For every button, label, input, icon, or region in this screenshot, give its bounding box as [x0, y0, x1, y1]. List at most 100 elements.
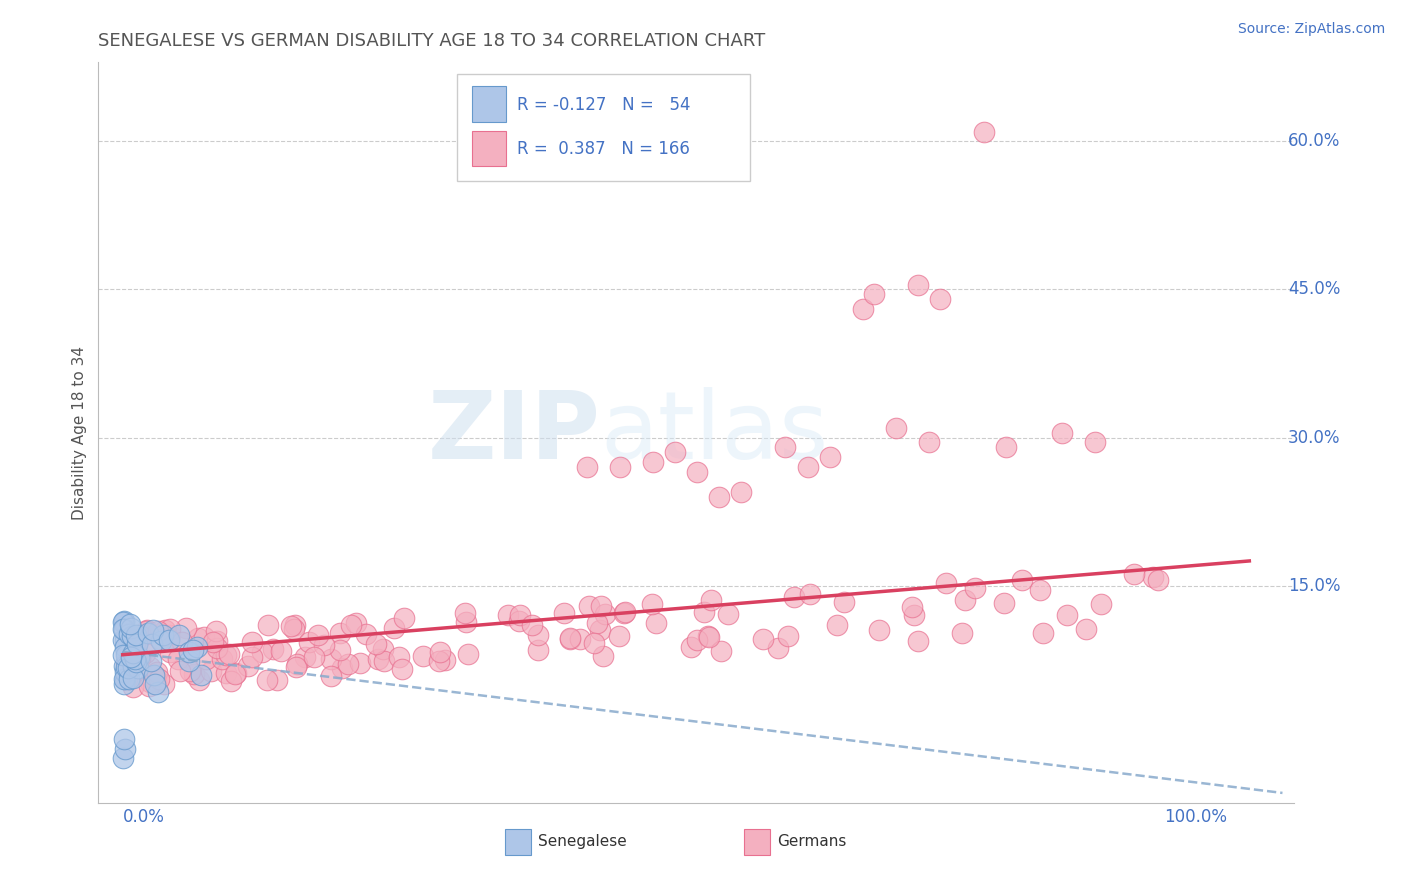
Text: SENEGALESE VS GERMAN DISABILITY AGE 18 TO 34 CORRELATION CHART: SENEGALESE VS GERMAN DISABILITY AGE 18 T… — [98, 32, 766, 50]
Point — [995, 441, 1018, 455]
Point — [339, 618, 361, 632]
Y-axis label: Disability Age 18 to 34: Disability Age 18 to 34 — [72, 345, 87, 520]
Point — [434, 653, 457, 667]
Point — [568, 632, 591, 646]
Point — [148, 624, 170, 638]
Point — [641, 455, 664, 469]
Point — [159, 623, 181, 637]
FancyBboxPatch shape — [472, 87, 506, 121]
Point — [186, 640, 208, 654]
Point — [900, 599, 922, 614]
Point — [143, 673, 166, 688]
Point — [124, 636, 146, 650]
Point — [818, 450, 841, 465]
Point — [950, 625, 973, 640]
Point — [583, 636, 606, 650]
Point — [256, 673, 278, 687]
Point — [392, 611, 415, 625]
Point — [121, 680, 143, 694]
Point — [686, 633, 709, 648]
Point — [114, 665, 136, 679]
Point — [204, 624, 226, 639]
Point — [388, 650, 411, 665]
Point — [1050, 425, 1073, 440]
Point — [159, 628, 181, 642]
Point — [121, 632, 143, 647]
Point — [730, 484, 752, 499]
Point — [1076, 622, 1098, 636]
Point — [776, 629, 799, 643]
Point — [284, 660, 307, 674]
Text: atlas: atlas — [600, 386, 828, 479]
Point — [307, 628, 329, 642]
Point — [280, 618, 302, 632]
Point — [1011, 573, 1033, 587]
Point — [696, 629, 718, 643]
Point — [139, 674, 162, 689]
Point — [143, 668, 166, 682]
Point — [1056, 607, 1078, 622]
Point — [918, 435, 941, 450]
Point — [202, 635, 225, 649]
Point — [112, 672, 135, 686]
Point — [609, 629, 631, 643]
Point — [240, 634, 263, 648]
Point — [321, 651, 343, 665]
Point — [138, 625, 160, 640]
Point — [112, 614, 135, 628]
Point — [796, 460, 818, 475]
Point — [250, 645, 273, 659]
Point — [134, 646, 156, 660]
Point — [752, 632, 775, 646]
Point — [1084, 435, 1107, 450]
Point — [382, 621, 405, 635]
Point — [613, 606, 636, 620]
Point — [156, 631, 179, 645]
Text: 60.0%: 60.0% — [1288, 132, 1340, 151]
Point — [935, 576, 957, 591]
Point — [907, 277, 929, 292]
Point — [114, 632, 136, 647]
Point — [553, 606, 575, 620]
Point — [412, 649, 434, 664]
Point — [354, 626, 377, 640]
Point — [127, 637, 149, 651]
Point — [115, 672, 138, 686]
Point — [169, 628, 191, 642]
Text: R =  0.387   N = 166: R = 0.387 N = 166 — [517, 140, 689, 158]
Point — [124, 652, 146, 666]
Point — [174, 621, 197, 635]
Point — [907, 633, 929, 648]
Point — [457, 648, 479, 662]
Point — [699, 593, 721, 607]
Point — [929, 293, 952, 307]
Text: ZIP: ZIP — [427, 386, 600, 479]
Point — [328, 626, 350, 640]
Point — [159, 644, 181, 658]
Point — [294, 649, 316, 664]
Point — [262, 641, 284, 656]
Point — [187, 631, 209, 645]
Point — [111, 615, 134, 629]
Point — [903, 608, 925, 623]
Point — [112, 677, 135, 691]
Point — [120, 650, 142, 665]
Point — [153, 623, 176, 637]
Point — [686, 465, 709, 479]
Point — [242, 650, 264, 665]
Point — [965, 581, 987, 595]
Point — [285, 657, 308, 671]
Point — [115, 645, 138, 659]
Point — [149, 632, 172, 646]
Point — [364, 637, 387, 651]
Point — [211, 652, 233, 666]
Point — [302, 649, 325, 664]
Text: Source: ZipAtlas.com: Source: ZipAtlas.com — [1237, 22, 1385, 37]
Point — [142, 623, 165, 637]
Point — [710, 644, 733, 658]
Point — [111, 648, 134, 663]
Point — [717, 607, 740, 622]
Point — [215, 648, 238, 662]
Point — [121, 647, 143, 661]
Point — [117, 637, 139, 651]
